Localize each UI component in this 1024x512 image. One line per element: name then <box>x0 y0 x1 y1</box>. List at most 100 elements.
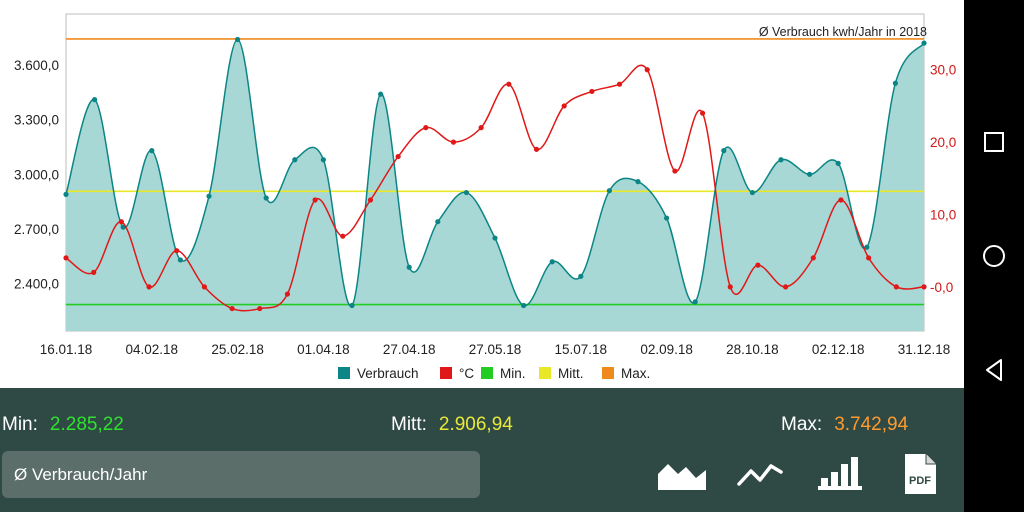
consumption-point <box>721 148 727 154</box>
legend-label: Mitt. <box>558 366 584 381</box>
x-tick-label: 27.04.18 <box>383 342 436 357</box>
consumption-point <box>63 191 69 197</box>
legend-swatch <box>539 367 551 379</box>
summary-panel: Min: 2.285,22 Mitt: 2.906,94 Max: 3.742,94 … <box>0 388 964 512</box>
system-navigation-bar <box>964 0 1024 512</box>
consumption-point <box>864 244 870 250</box>
consumption-point <box>149 148 155 154</box>
consumption-point <box>492 235 498 241</box>
y-left-tick-label: 2.400,0 <box>14 277 59 292</box>
chart-type-selector[interactable]: Ø Verbrauch/Jahr <box>2 451 480 498</box>
consumption-point <box>463 189 469 196</box>
temperature-point <box>478 125 484 131</box>
legend-label: Max. <box>621 366 650 381</box>
app-screen: 2.400,0 2.700,0 3.000,0 3.300,0 3.600,0 -0,0 1… <box>0 0 964 512</box>
temperature-point <box>616 81 623 87</box>
min-label: Min: <box>2 414 38 435</box>
consumption-point <box>378 91 384 97</box>
temperature-point <box>893 284 899 290</box>
temperature-point <box>506 81 512 87</box>
line-chart-icon[interactable] <box>736 454 784 494</box>
legend-swatch <box>338 367 350 379</box>
consumption-point <box>406 264 412 270</box>
temperature-point <box>866 255 872 261</box>
consumption-point <box>292 157 298 163</box>
temperature-point <box>146 284 152 290</box>
y-left-tick-label: 3.600,0 <box>14 58 59 73</box>
legend-label: Min. <box>500 366 526 381</box>
x-tick-label: 02.09.18 <box>640 342 693 357</box>
consumption-point <box>435 219 441 225</box>
temperature-point <box>257 305 263 312</box>
consumption-point <box>635 179 641 185</box>
consumption-chart[interactable]: 2.400,0 2.700,0 3.000,0 3.300,0 3.600,0 -0,0 1… <box>0 0 964 388</box>
y-left-tick-label: 3.000,0 <box>14 167 59 182</box>
consumption-point <box>521 302 527 309</box>
temperature-point <box>91 269 97 275</box>
pdf-icon[interactable]: PDF <box>902 452 938 496</box>
temperature-point <box>201 284 207 290</box>
min-value: 2.285,22 <box>49 414 124 435</box>
max-label: Max: <box>781 414 823 435</box>
consumption-point <box>92 97 98 103</box>
x-tick-label: 15.07.18 <box>555 342 608 357</box>
home-icon[interactable] <box>978 240 1010 272</box>
legend-swatch <box>481 367 493 379</box>
legend-swatch <box>440 367 452 379</box>
temperature-point <box>423 125 429 131</box>
x-tick-label: 04.02.18 <box>126 342 179 357</box>
legend-label: °C <box>459 366 474 381</box>
consumption-point <box>263 195 269 201</box>
max-value: 3.742,94 <box>834 414 909 435</box>
chart-title: Ø Verbrauch kwh/Jahr in 2018 <box>759 25 927 39</box>
consumption-point <box>578 273 584 279</box>
y-left-tick-label: 3.300,0 <box>14 113 59 128</box>
avg-value: 2.906,94 <box>438 414 513 435</box>
consumption-point <box>892 80 899 86</box>
temperature-point <box>838 197 844 203</box>
back-icon[interactable] <box>978 354 1010 386</box>
y-left-tick-label: 2.700,0 <box>14 222 59 237</box>
avg-label: Mitt: <box>391 414 427 435</box>
temperature-point <box>174 248 180 254</box>
temperature-point <box>284 291 291 297</box>
consumption-line <box>65 38 925 307</box>
consumption-point <box>692 299 698 305</box>
temperature-point <box>672 168 678 174</box>
legend-label: Verbrauch <box>357 366 419 381</box>
temperature-point <box>395 153 401 160</box>
x-tick-label: 25.02.18 <box>211 342 264 357</box>
consumption-point <box>664 215 670 221</box>
temperature-point <box>755 262 761 268</box>
x-tick-label: 28.10.18 <box>726 342 779 357</box>
legend-swatch <box>602 367 614 379</box>
consumption-point <box>921 40 927 46</box>
y-right-tick-label: -0,0 <box>930 280 953 295</box>
consumption-point <box>235 36 241 43</box>
x-tick-label: 31.12.18 <box>898 342 951 357</box>
temperature-point <box>921 284 927 290</box>
temperature-point <box>589 88 595 95</box>
temperature-point <box>367 197 374 203</box>
bar-chart-icon[interactable] <box>816 454 864 494</box>
y-right-tick-label: 20,0 <box>930 135 956 150</box>
consumption-point <box>206 193 212 199</box>
temperature-point <box>810 255 816 261</box>
consumption-point <box>349 302 355 309</box>
area-chart-icon[interactable] <box>656 454 708 494</box>
temperature-point <box>118 219 124 225</box>
x-tick-label: 01.04.18 <box>297 342 350 357</box>
pdf-icon-text: PDF <box>909 475 931 487</box>
temperature-point <box>783 284 789 290</box>
min-stat: Min: 2.285,22 <box>2 414 124 436</box>
temperature-point <box>340 233 346 239</box>
y-right-tick-label: 30,0 <box>930 63 956 78</box>
recent-apps-icon[interactable] <box>978 126 1010 158</box>
temperature-point <box>644 67 650 73</box>
consumption-point <box>320 157 326 163</box>
x-tick-label: 02.12.18 <box>812 342 865 357</box>
temperature-point <box>63 255 69 261</box>
temperature-point <box>312 197 318 203</box>
consumption-point <box>606 188 613 194</box>
temperature-point <box>561 103 567 109</box>
